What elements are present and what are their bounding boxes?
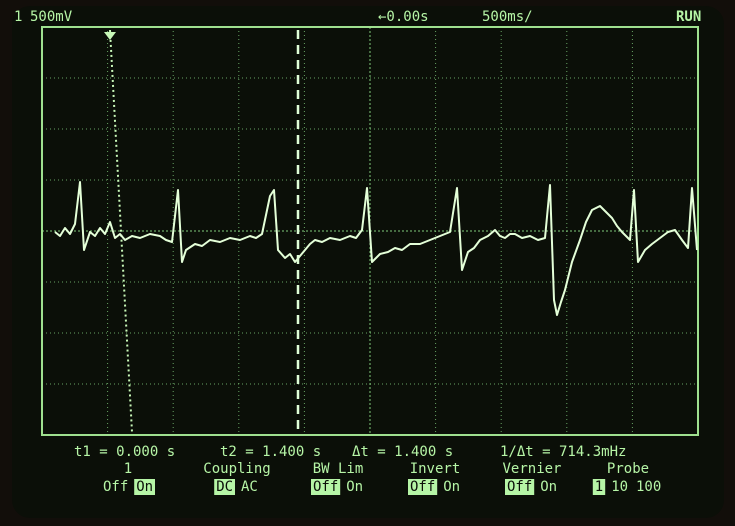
softkey-label: Coupling <box>203 461 270 477</box>
softkey-label: 1 <box>124 461 132 477</box>
channel-number: 1 <box>14 9 22 25</box>
softkey-option[interactable]: 10 <box>611 479 628 495</box>
time-per-div: 500ms/ <box>482 9 533 25</box>
softkey-option[interactable]: On <box>346 479 363 495</box>
softkey-label: Vernier <box>502 461 561 477</box>
softkey-option[interactable]: On <box>443 479 460 495</box>
oscilloscope-screen: 1 500mV ←0.00s 500ms/ RUN t1 = 0.000 s t… <box>0 0 735 526</box>
t1-readout: t1 = 0.000 s <box>74 444 175 460</box>
softkey-option[interactable]: Off <box>313 479 338 495</box>
softkey-option[interactable]: On <box>136 479 153 495</box>
softkey-option[interactable]: Off <box>410 479 435 495</box>
volts-per-div: 500mV <box>30 9 73 25</box>
softkey-option[interactable]: 100 <box>636 479 661 495</box>
softkey-label: Invert <box>410 461 461 477</box>
softkey-option[interactable]: AC <box>241 479 258 495</box>
run-status: RUN <box>676 9 701 25</box>
inverse-delta-t-readout: 1/Δt = 714.3mHz <box>500 444 626 460</box>
delta-t-readout: Δt = 1.400 s <box>352 444 453 460</box>
softkey-option[interactable]: Off <box>103 479 128 495</box>
delay: ←0.00s <box>378 9 429 25</box>
softkey-label: Probe <box>607 461 649 477</box>
softkey-option[interactable]: 1 <box>595 479 603 495</box>
softkey-label: BW Lim <box>313 461 364 477</box>
display <box>12 6 724 518</box>
softkey-option[interactable]: On <box>540 479 557 495</box>
softkey-option[interactable]: Off <box>507 479 532 495</box>
softkey-option[interactable]: DC <box>216 479 233 495</box>
t2-readout: t2 = 1.400 s <box>220 444 321 460</box>
